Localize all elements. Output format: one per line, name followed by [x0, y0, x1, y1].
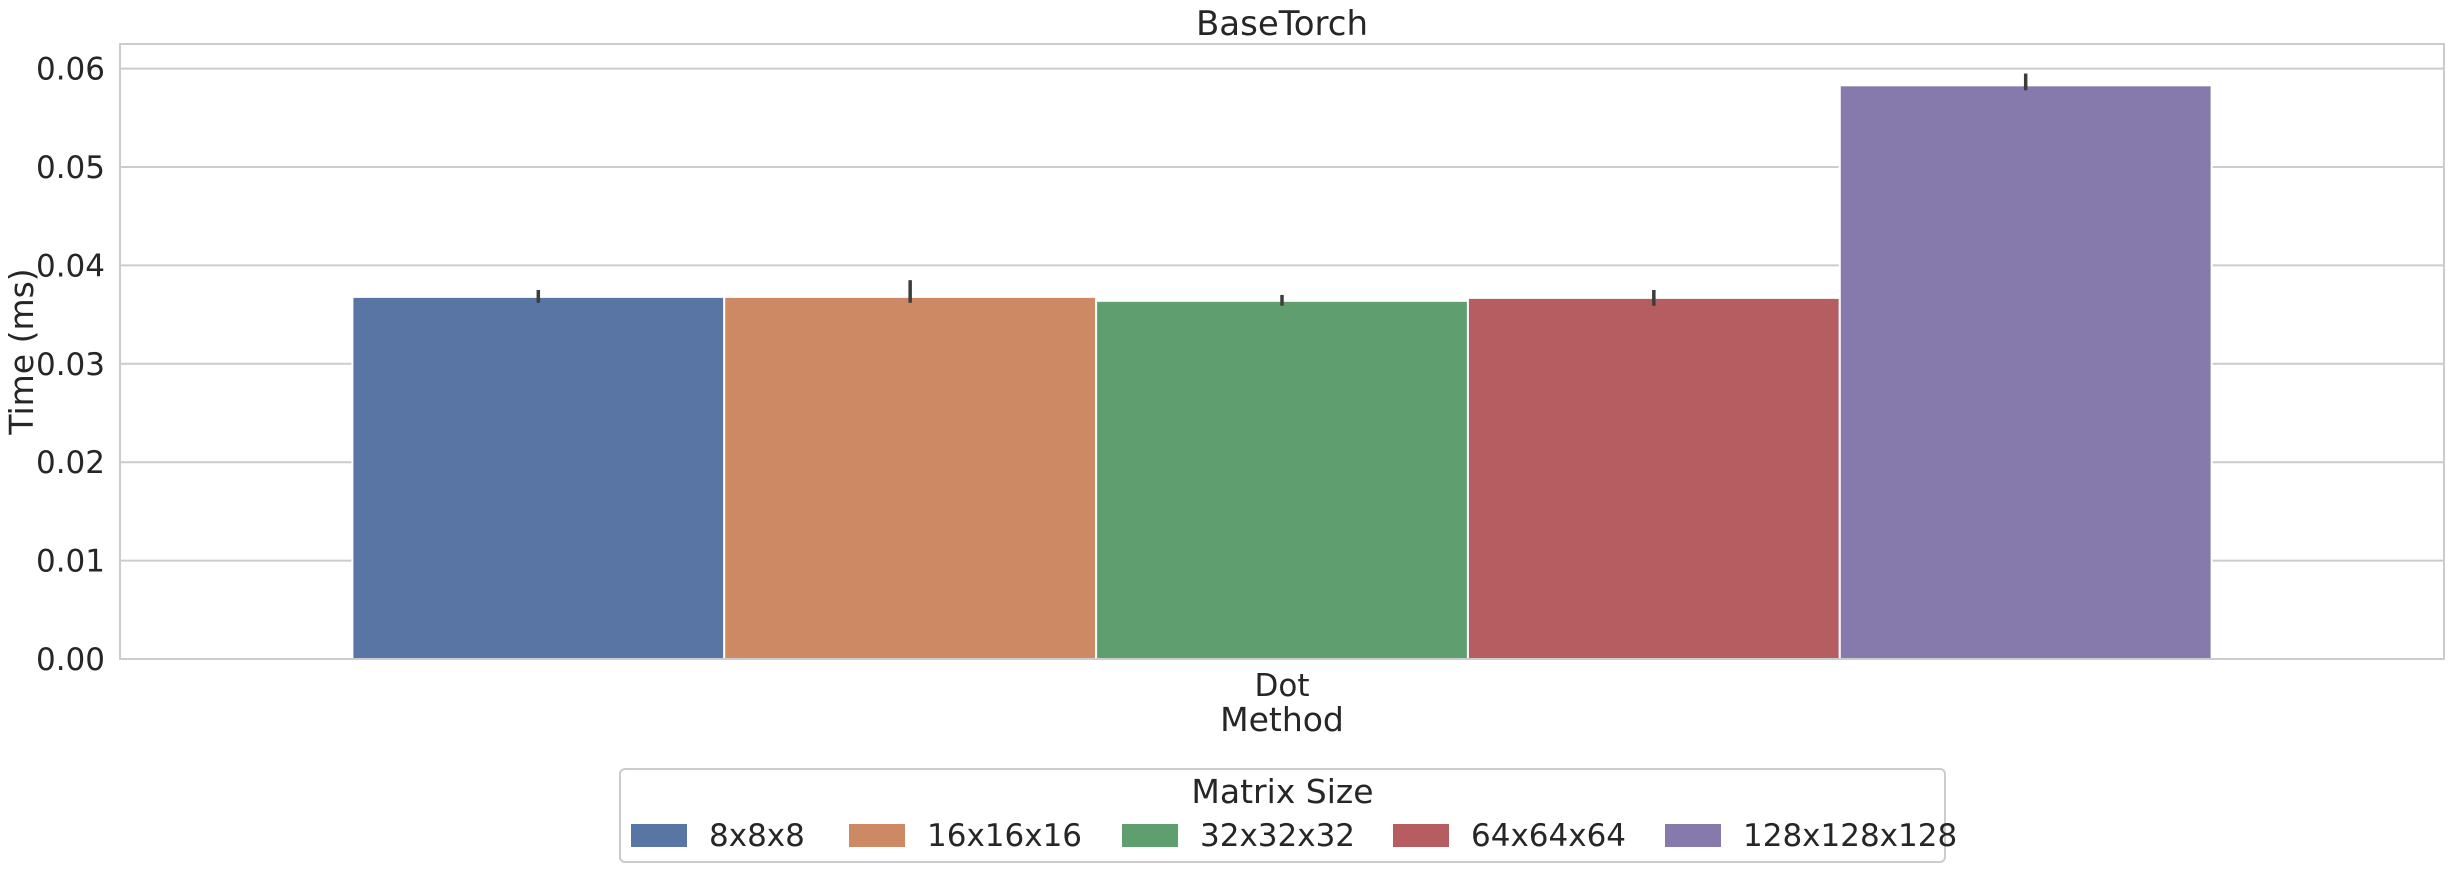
x-axis-label: Method — [1220, 700, 1344, 739]
error-bars — [536, 73, 2028, 306]
x-tick-label: Dot — [1255, 668, 1310, 704]
legend-label-128x128x128: 128x128x128 — [1743, 818, 1957, 854]
legend: Matrix Size 8x8x8 16x16x16 32x32x32 64x64x6… — [619, 768, 1957, 863]
y-axis-ticks: 0.00 0.01 0.02 0.03 0.04 0.05 0.06 — [36, 52, 105, 678]
legend-label-16x16x16: 16x16x16 — [927, 818, 1082, 854]
plot-frame — [119, 43, 2445, 660]
y-tick-label: 0.05 — [36, 150, 105, 186]
legend-swatch-128x128x128 — [1665, 824, 1721, 847]
bar-64x64x64 — [1466, 296, 1841, 660]
legend-box — [619, 768, 1946, 863]
x-axis-ticks: Dot — [1255, 668, 1310, 704]
legend-label-8x8x8: 8x8x8 — [709, 818, 805, 854]
bar-128x128x128 — [1838, 84, 2213, 660]
y-tick-label: 0.01 — [36, 544, 105, 580]
chart-title: BaseTorch — [1196, 4, 1368, 44]
y-tick-label: 0.00 — [36, 642, 105, 678]
y-tick-label: 0.03 — [36, 347, 105, 383]
bar-16x16x16 — [723, 295, 1098, 660]
y-axis-label: Time (ms) — [2, 268, 41, 435]
bar-32x32x32 — [1095, 299, 1469, 660]
legend-items: 8x8x8 16x16x16 32x32x32 64x64x64 128x128x128 — [631, 818, 1957, 854]
legend-label-64x64x64: 64x64x64 — [1471, 818, 1626, 854]
y-tick-label: 0.02 — [36, 445, 105, 481]
legend-title: Matrix Size — [1191, 772, 1373, 811]
bar-8x8x8 — [351, 295, 726, 660]
y-tick-label: 0.06 — [36, 52, 105, 88]
legend-swatch-16x16x16 — [849, 824, 905, 847]
legend-label-32x32x32: 32x32x32 — [1200, 818, 1355, 854]
legend-swatch-8x8x8 — [631, 824, 687, 847]
legend-swatch-32x32x32 — [1122, 824, 1178, 847]
bars — [351, 84, 2213, 660]
y-tick-label: 0.04 — [36, 248, 105, 284]
legend-swatch-64x64x64 — [1393, 824, 1449, 847]
